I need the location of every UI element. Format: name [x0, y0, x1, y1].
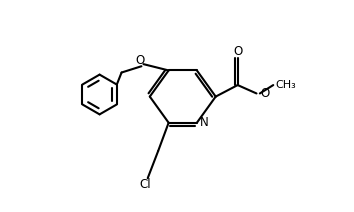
- Text: O: O: [260, 86, 269, 99]
- Text: O: O: [233, 45, 242, 58]
- Text: CH₃: CH₃: [276, 80, 297, 90]
- Text: Cl: Cl: [140, 178, 152, 191]
- Text: O: O: [136, 54, 145, 67]
- Text: N: N: [199, 116, 208, 129]
